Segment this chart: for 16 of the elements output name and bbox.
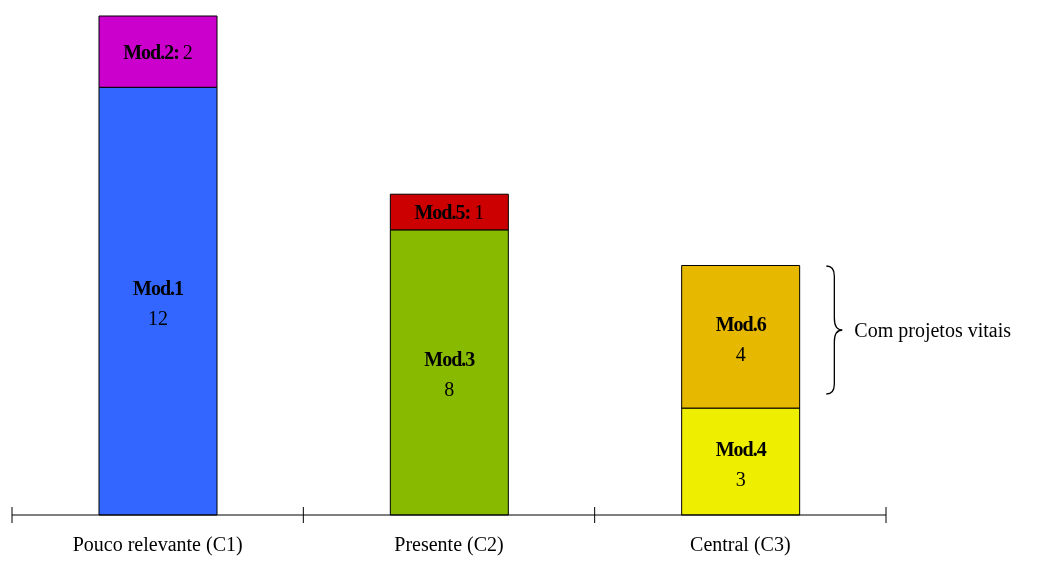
series-label: Mod.2: bbox=[123, 40, 183, 63]
series-label: Mod.1 bbox=[133, 277, 183, 300]
annotation: Com projetos vitais bbox=[854, 319, 1012, 342]
x-tick-label: Presente (C2) bbox=[394, 533, 504, 557]
data-label: 12 bbox=[148, 307, 168, 330]
series-label: Mod.6 bbox=[715, 312, 767, 335]
series-label: Mod.5: bbox=[414, 201, 475, 224]
data-label: 2 bbox=[182, 40, 193, 63]
data-label: 4 bbox=[735, 342, 746, 365]
x-tick-label: Pouco relevante (C1) bbox=[72, 533, 243, 557]
x-tick-label: Central (C3) bbox=[690, 533, 791, 557]
data-label: 3 bbox=[735, 467, 746, 490]
series-label: Mod.3 bbox=[424, 348, 476, 371]
series-label: Mod.4 bbox=[715, 437, 767, 460]
data-label: 8 bbox=[444, 378, 455, 401]
data-label: 1 bbox=[474, 201, 485, 224]
